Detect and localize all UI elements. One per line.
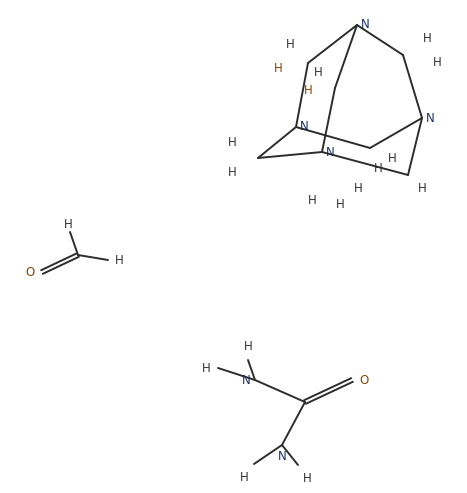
Text: O: O [359,374,368,387]
Text: N: N [242,375,251,387]
Text: H: H [240,471,249,484]
Text: N: N [361,17,370,31]
Text: H: H [374,162,382,175]
Text: H: H [244,340,252,353]
Text: H: H [336,199,344,211]
Text: H: H [227,137,236,149]
Text: H: H [64,218,72,232]
Text: N: N [277,450,286,463]
Text: H: H [304,83,312,97]
Text: H: H [202,361,211,375]
Text: H: H [227,166,236,178]
Text: H: H [423,32,432,44]
Text: H: H [432,56,441,69]
Text: N: N [426,111,435,125]
Text: H: H [388,151,396,165]
Text: O: O [26,267,35,280]
Text: N: N [300,120,309,134]
Text: H: H [274,62,283,74]
Text: H: H [314,66,322,78]
Text: H: H [308,193,316,207]
Text: H: H [354,181,362,195]
Text: H: H [417,181,426,195]
Text: H: H [303,472,312,485]
Text: H: H [286,37,294,50]
Text: N: N [326,146,335,160]
Text: H: H [115,253,124,267]
